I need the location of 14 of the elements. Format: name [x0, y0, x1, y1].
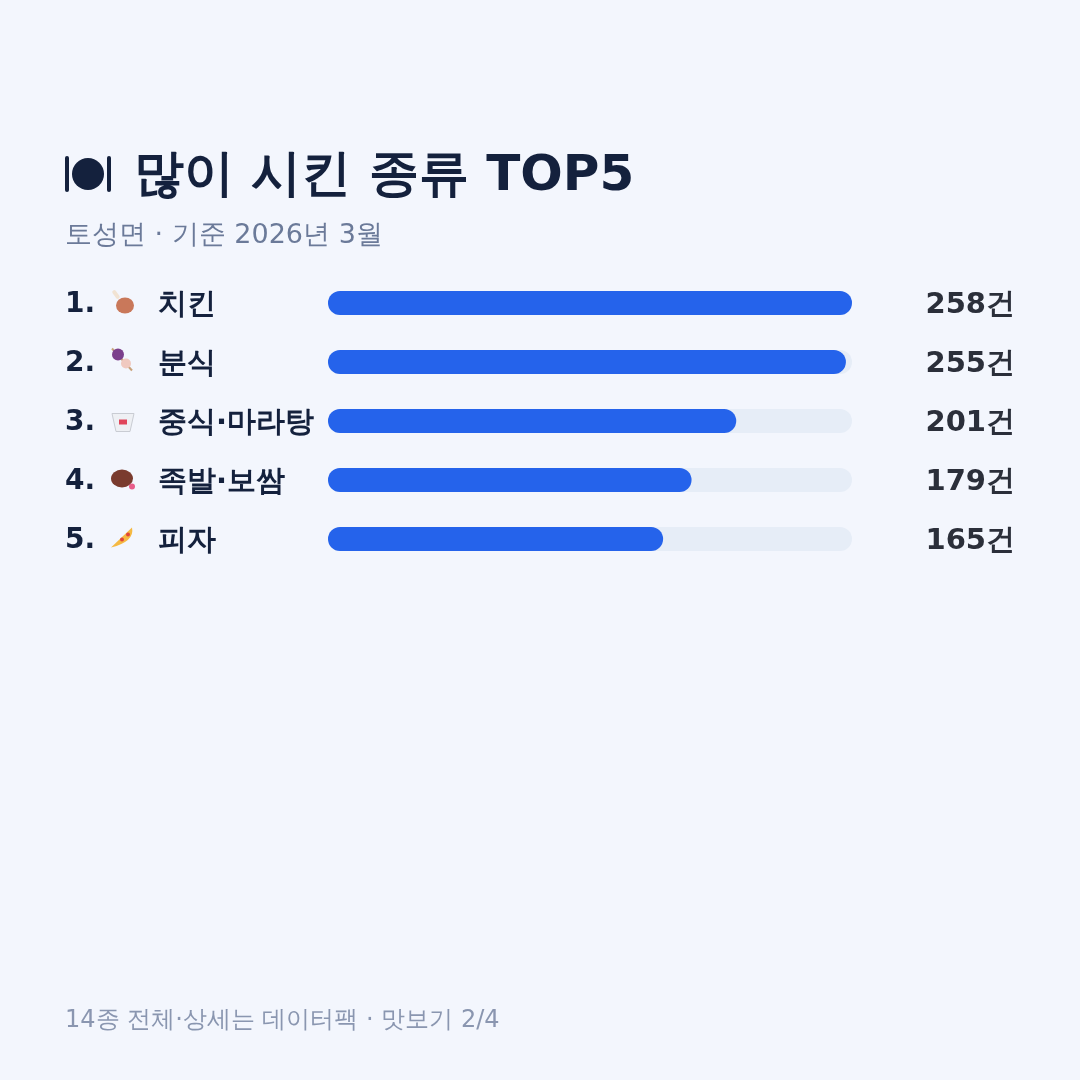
category-label: 5. 피자 — [65, 521, 216, 556]
data-label: 165건 — [925, 522, 1015, 557]
data-label: 258건 — [925, 286, 1015, 321]
text: 14종 전체·상세는 데이터팩 · 맛보기 2/4 — [65, 1004, 500, 1035]
category-label: 2. 분식 — [65, 344, 216, 379]
chart-title: 많이 시킨 종류 TOP5 — [134, 143, 635, 204]
bar — [328, 350, 846, 374]
category-label: 3. 중식·마라탕 — [65, 403, 315, 438]
data-label: 179건 — [925, 463, 1015, 498]
category-label: 1. 치킨 — [65, 285, 216, 320]
data-label: 201건 — [925, 404, 1015, 439]
data-label: 255건 — [925, 345, 1015, 380]
category-label: 4. 족발·보쌈 — [65, 462, 286, 497]
chart-subtitle: 토성면 · 기준 2026년 3월 — [65, 217, 383, 251]
